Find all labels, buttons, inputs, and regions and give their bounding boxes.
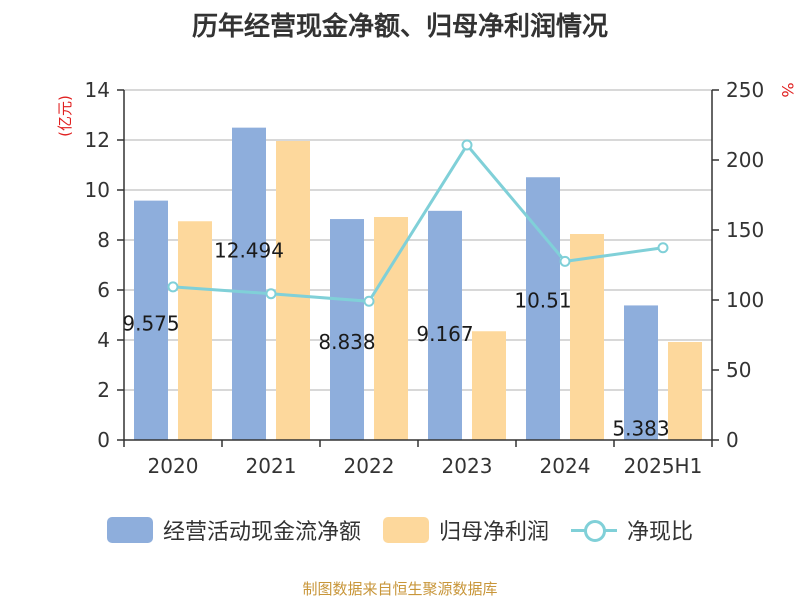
- legend-label-ratio: 净现比: [627, 520, 694, 545]
- bar-cashflow: [232, 127, 266, 441]
- source-note: 制图数据来自恒生聚源数据库: [302, 580, 498, 598]
- legend-swatch-cashflow: [106, 517, 153, 543]
- legend-item-cashflow[interactable]: 经营活动现金流净额: [106, 514, 361, 546]
- y-left-unit: (亿元): [56, 95, 74, 137]
- y-right-tick-label: 150: [726, 218, 764, 242]
- y-left-tick-label: 6: [97, 278, 110, 302]
- bar-net-profit: [374, 217, 408, 440]
- ratio-point: [363, 295, 375, 307]
- line-layer: [167, 139, 669, 307]
- y-left-tick-label: 2: [97, 378, 110, 402]
- legend-swatch-net-profit: [382, 517, 429, 543]
- x-tick-label: 2023: [442, 454, 493, 478]
- y-left-tick-label: 14: [85, 78, 110, 102]
- legend: 经营活动现金流净额 归母净利润 净现比: [0, 514, 800, 546]
- legend-item-ratio[interactable]: 净现比: [571, 514, 693, 546]
- y-left-tick-label: 12: [85, 128, 110, 152]
- bar-net-profit: [668, 342, 702, 440]
- bar-cashflow: [428, 210, 462, 440]
- chart-title: 历年经营现金净额、归母净利润情况: [191, 12, 608, 42]
- y-left-tick-label: 0: [97, 428, 110, 452]
- ratio-point: [461, 139, 473, 151]
- x-tick-label: 2022: [344, 454, 395, 478]
- bar-layer: [134, 127, 702, 441]
- ratio-point: [265, 288, 277, 300]
- x-tick-label: 2025H1: [624, 454, 703, 478]
- y-right-unit: %: [778, 82, 797, 97]
- data-label-cashflow: 8.838: [318, 330, 375, 354]
- ratio-point: [559, 255, 571, 267]
- ratio-line: [172, 142, 664, 303]
- y-left-tick-label: 8: [97, 228, 110, 252]
- x-tick-label: 2020: [148, 454, 199, 478]
- ratio-point: [657, 242, 669, 254]
- data-label-cashflow: 12.494: [214, 239, 284, 263]
- y-right-tick-label: 200: [726, 148, 764, 172]
- legend-swatch-ratio: [571, 517, 617, 543]
- y-right-tick-label: 250: [726, 78, 764, 102]
- y-right-tick-label: 50: [726, 358, 751, 382]
- bar-net-profit: [570, 234, 604, 440]
- y-left-tick-label: 4: [97, 328, 110, 352]
- data-label-cashflow: 9.167: [416, 322, 473, 346]
- bar-net-profit: [472, 331, 506, 440]
- legend-item-net-profit[interactable]: 归母净利润: [382, 514, 549, 546]
- bar-net-profit: [178, 221, 212, 440]
- legend-label-net-profit: 归母净利润: [438, 520, 549, 545]
- bar-cashflow: [134, 200, 168, 440]
- data-label-cashflow: 5.383: [612, 416, 669, 440]
- data-label-cashflow: 10.51: [514, 288, 571, 312]
- x-tick-label: 2021: [246, 454, 297, 478]
- y-right-tick-label: 0: [726, 428, 739, 452]
- bar-net-profit: [276, 141, 310, 440]
- axes: 0 2 4 6 8 10 12 14 0 50 100 150 200 250 (亿元)% 2020 2021 2…: [56, 78, 797, 478]
- x-tick-label: 2024: [540, 454, 591, 478]
- bar-cashflow: [330, 219, 364, 440]
- bar-cashflow: [624, 305, 658, 440]
- legend-label-cashflow: 经营活动现金流净额: [162, 520, 361, 545]
- ratio-point: [167, 281, 179, 293]
- data-label-cashflow: 9.575: [122, 312, 179, 336]
- y-left-tick-label: 10: [85, 178, 110, 202]
- y-right-tick-label: 100: [726, 288, 764, 312]
- data-labels: 9.575 12.494 8.838 9.167 10.51 5.383: [122, 239, 669, 441]
